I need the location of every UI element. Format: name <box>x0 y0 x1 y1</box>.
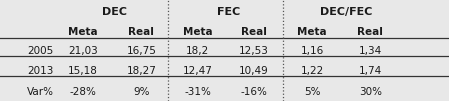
Text: DEC/FEC: DEC/FEC <box>320 7 372 17</box>
Text: Real: Real <box>241 27 267 37</box>
Text: Meta: Meta <box>68 27 98 37</box>
Text: Real: Real <box>128 27 154 37</box>
Text: 1,22: 1,22 <box>300 66 324 76</box>
Text: 2005: 2005 <box>27 46 53 56</box>
Text: 1,34: 1,34 <box>359 46 382 56</box>
Text: Real: Real <box>357 27 383 37</box>
Text: Meta: Meta <box>297 27 327 37</box>
Text: 16,75: 16,75 <box>127 46 156 56</box>
Text: 12,53: 12,53 <box>239 46 269 56</box>
Text: Meta: Meta <box>183 27 212 37</box>
Text: -16%: -16% <box>240 87 267 97</box>
Text: 18,27: 18,27 <box>127 66 156 76</box>
Text: FEC: FEC <box>217 7 241 17</box>
Text: 18,2: 18,2 <box>186 46 209 56</box>
Text: 5%: 5% <box>304 87 320 97</box>
Text: 1,16: 1,16 <box>300 46 324 56</box>
Text: 1,74: 1,74 <box>359 66 382 76</box>
Text: 21,03: 21,03 <box>68 46 98 56</box>
Text: Var%: Var% <box>27 87 54 97</box>
Text: 30%: 30% <box>359 87 382 97</box>
Text: DEC: DEC <box>102 7 127 17</box>
Text: 12,47: 12,47 <box>183 66 212 76</box>
Text: -31%: -31% <box>184 87 211 97</box>
Text: -28%: -28% <box>70 87 97 97</box>
Text: 10,49: 10,49 <box>239 66 269 76</box>
Text: 2013: 2013 <box>27 66 53 76</box>
Text: 9%: 9% <box>133 87 150 97</box>
Text: 15,18: 15,18 <box>68 66 98 76</box>
